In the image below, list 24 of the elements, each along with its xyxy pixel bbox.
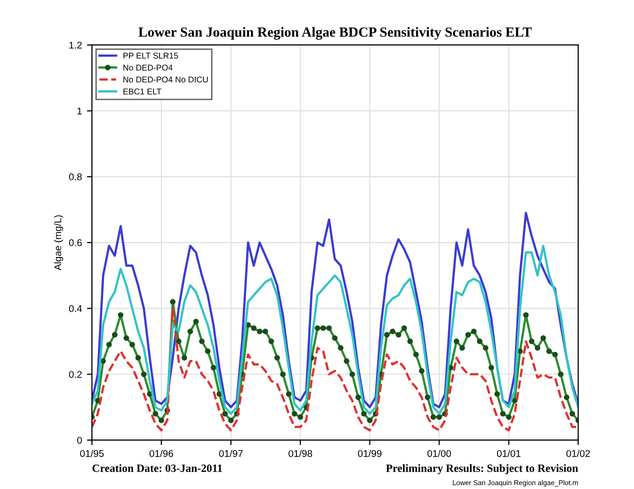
legend-label: EBC1 ELT xyxy=(123,88,162,94)
text: Creation Date: 03-Jan-2011 xyxy=(92,464,222,472)
x-tick-label: 01/02 xyxy=(566,450,590,457)
x-tick-label: 01/99 xyxy=(358,450,382,457)
y-tick-label: 0.4 xyxy=(69,305,82,312)
y-axis-title: Algae (mg/L) xyxy=(54,215,64,270)
y-tick-label: 0.6 xyxy=(69,239,82,246)
y-tick-label: 1 xyxy=(78,108,82,114)
x-tick-label: 01/98 xyxy=(288,450,312,457)
y-tick-label: 1.2 xyxy=(69,42,82,49)
chart-title: Lower San Joaquin Region Algae BDCP Sensitivity Scenarios ELT xyxy=(138,27,532,40)
x-tick-label: 01/95 xyxy=(80,450,104,457)
x-tick-label: 01/01 xyxy=(497,450,520,457)
line-series xyxy=(92,212,578,408)
x-tick-label: 01/00 xyxy=(427,450,451,457)
legend-label: PP ELT SLR15 xyxy=(123,52,178,59)
y-tick-label: 0.8 xyxy=(69,173,82,180)
legend-label: No DED-PO4 xyxy=(123,64,173,71)
text: Preliminary Results: Subject to Revision xyxy=(386,464,578,474)
x-tick-label: 01/97 xyxy=(219,450,243,457)
y-tick-label: 0.2 xyxy=(69,370,82,378)
y-tick-label: 0 xyxy=(77,436,82,444)
x-tick-label: 01/96 xyxy=(150,450,174,457)
legend-label: No DED-PO4 No DICU xyxy=(123,76,208,82)
